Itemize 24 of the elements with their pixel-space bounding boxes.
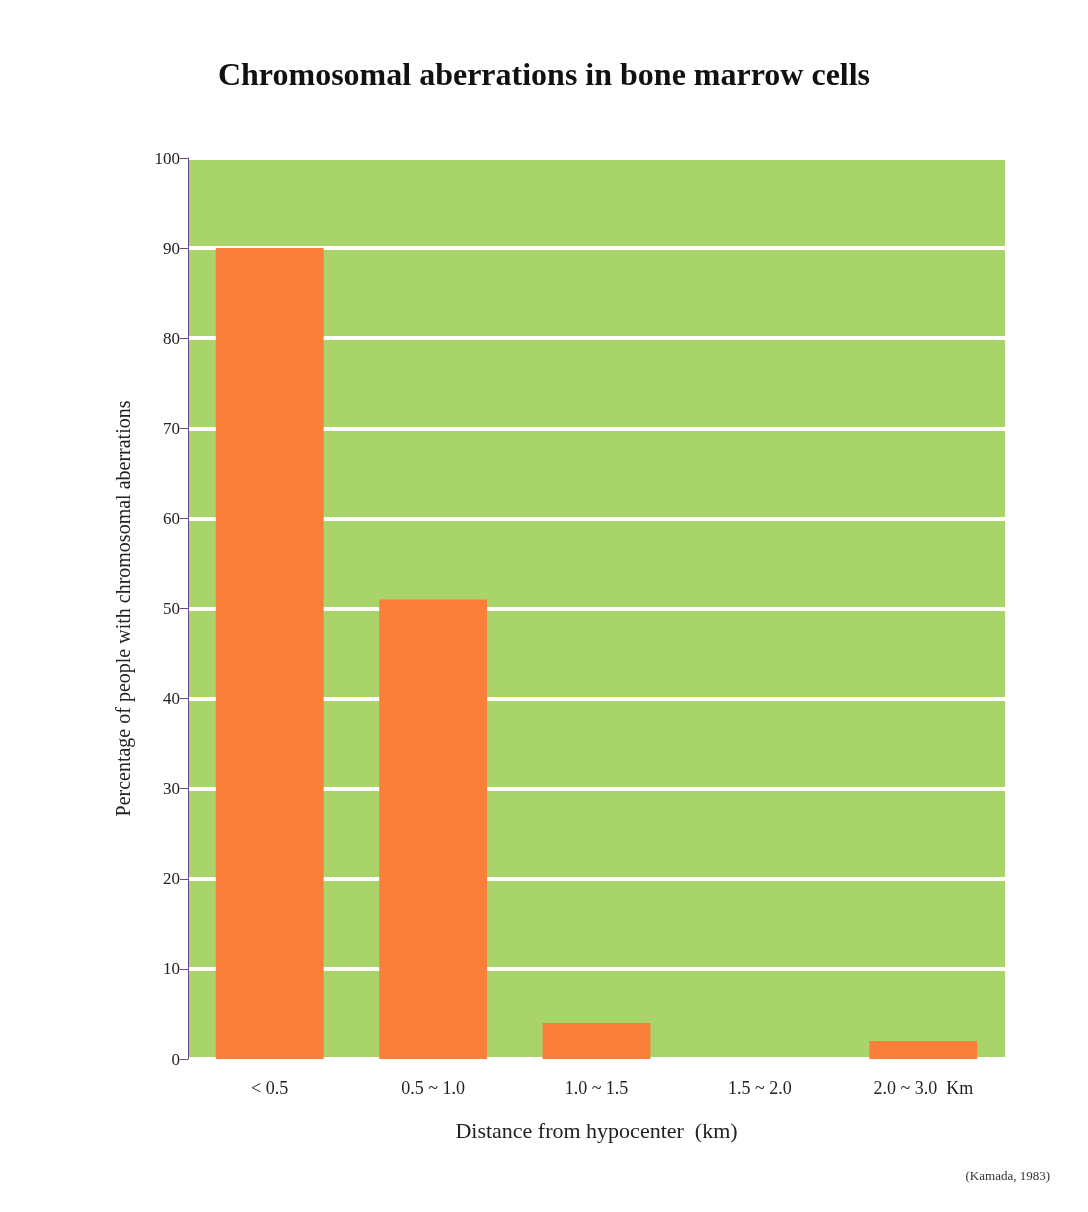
x-axis-title: Distance from hypocenter (km) xyxy=(455,1117,738,1143)
y-tick-label: 20 xyxy=(163,869,180,889)
y-tick-label: 90 xyxy=(163,238,180,258)
text: (Kamada, 1983) xyxy=(965,1168,1050,1183)
y-tick-label: 50 xyxy=(163,599,180,618)
x-tick-label: 0.5 ~ 1.0 xyxy=(401,1078,465,1098)
y-tick-label: 10 xyxy=(163,959,180,979)
x-tick-label: 2.0 ~ 3.0 Km xyxy=(873,1078,974,1098)
y-tick-label: 60 xyxy=(163,508,180,528)
bar xyxy=(215,248,324,1059)
y-tick-label: 30 xyxy=(163,779,180,799)
y-tick-label: 100 xyxy=(154,148,180,168)
y-tick-label: 70 xyxy=(163,418,180,438)
x-tick-label: 1.0 ~ 1.5 xyxy=(564,1078,629,1098)
x-tick-label: 1.5 ~ 2.0 xyxy=(728,1078,792,1098)
bar xyxy=(379,599,488,1059)
bar xyxy=(869,1040,978,1059)
y-tick-label: 80 xyxy=(163,328,180,348)
chart-title: Chromosomal aberrations in bone marrow cells xyxy=(217,56,871,92)
y-tick-label: 0 xyxy=(171,1049,180,1069)
x-tick-label: < 0.5 xyxy=(251,1078,289,1098)
bar xyxy=(542,1022,651,1059)
y-tick-label: 40 xyxy=(163,689,180,709)
y-axis-title: Percentage of people with chromosomal aberrations xyxy=(112,400,135,817)
